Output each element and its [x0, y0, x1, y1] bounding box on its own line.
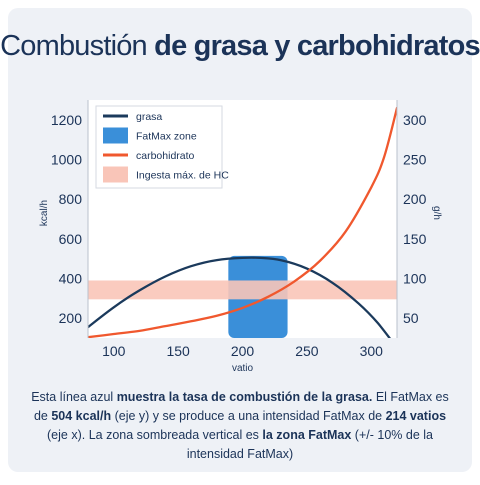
legend: grasa FatMax zone carbohidrato Ingesta máx.…	[95, 105, 229, 189]
legend-label: grasa	[136, 111, 162, 123]
legend-label: FatMax zone	[136, 131, 197, 143]
caption-bold-1: muestra la tasa de combustión de la gras…	[116, 390, 373, 404]
y-right-tick-label: 50	[403, 310, 419, 326]
legend-label: carbohidrato	[136, 150, 195, 162]
caption-text-4: (eje x). La zona sombreada vertical es	[47, 428, 263, 442]
x-tick-label: 300	[360, 343, 384, 359]
y-right-tick-label: 200	[403, 191, 427, 207]
legend-swatch-box	[103, 166, 128, 183]
caption-text-3: (eje y) y se produce a una intensidad Fa…	[111, 409, 386, 423]
y-left-axis-title: kcal/h	[39, 200, 50, 226]
y-right-tick-label: 150	[403, 231, 427, 247]
legend-label: Ingesta máx. de HC	[136, 170, 229, 182]
title-part-regular: Combustión	[0, 30, 148, 62]
legend-swatch-box	[103, 127, 128, 144]
caption-bold-2: 504 kcal/h	[51, 409, 112, 423]
y-right-tick-label: 100	[403, 271, 427, 287]
caption-text-2: El FatMax es de	[33, 390, 449, 423]
caption-text-1: Esta línea azul	[31, 390, 117, 404]
x-tick-label: 200	[231, 343, 255, 359]
y-left-tick-label: 600	[59, 231, 83, 247]
y-left-tick-label: 200	[59, 310, 83, 326]
x-tick-label: 100	[102, 343, 126, 359]
x-tick-label: 150	[166, 343, 190, 359]
max-hc-intake-band	[88, 280, 397, 300]
y-left-tick-label: 800	[59, 191, 83, 207]
caption-bold-4: la zona FatMax	[262, 428, 352, 442]
page-title: Combustión de grasa y carbohidratos	[0, 30, 480, 63]
y-right-tick-label: 300	[403, 112, 427, 128]
title-part-bold: de grasa y carbohidratos	[154, 30, 480, 62]
y-left-tick-label: 1000	[51, 152, 82, 168]
caption: Esta línea azul muestra la tasa de combu…	[30, 388, 450, 464]
y-left-tick-label: 1200	[51, 112, 82, 128]
x-tick-label: 250	[295, 343, 319, 359]
fat-series-line	[88, 256, 391, 338]
caption-text-5: (+/- 10% de la intensidad FatMax)	[186, 428, 433, 461]
caption-bold-3: 214 vatios	[385, 409, 447, 423]
carb-series-line	[88, 106, 397, 338]
y-right-axis-title: g/h	[431, 206, 442, 220]
y-left-tick-label: 400	[59, 271, 83, 287]
plot-layer	[88, 106, 397, 338]
x-axis-title: vatio	[232, 363, 254, 374]
y-right-tick-label: 250	[403, 152, 427, 168]
